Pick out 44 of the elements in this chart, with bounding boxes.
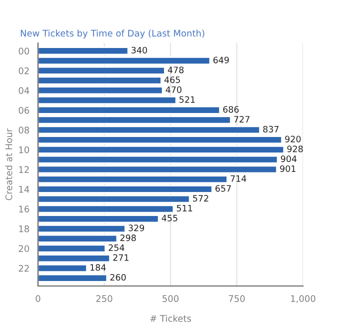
data-label: 478 — [168, 66, 184, 74]
y-tick-label: 18 — [19, 225, 30, 232]
data-label: 254 — [108, 244, 124, 251]
x-tick-label: 0 — [36, 295, 40, 302]
data-label: 329 — [128, 224, 144, 232]
x-tick-label: 500 — [162, 295, 179, 302]
data-label: 260 — [110, 274, 126, 281]
data-label: 901 — [280, 165, 296, 172]
y-tick-label: 12 — [19, 166, 29, 173]
y-tick-label: 22 — [18, 264, 29, 272]
data-label: 649 — [213, 56, 229, 64]
data-label: 465 — [164, 76, 180, 84]
data-label: 340 — [132, 46, 147, 54]
data-label: 511 — [176, 204, 192, 212]
y-tick-label: 20 — [18, 245, 30, 252]
chart-title: New Tickets by Time of Day (Last Month) — [20, 30, 204, 38]
data-label: 657 — [215, 185, 231, 192]
data-label: 837 — [263, 126, 279, 132]
y-tick-label: 16 — [19, 206, 30, 213]
y-axis-title: Created at Hour — [5, 128, 12, 200]
y-tick-label: 10 — [19, 146, 30, 154]
data-label: 727 — [234, 116, 250, 122]
data-label: 928 — [287, 146, 303, 152]
x-axis-title: # Tickets — [150, 314, 191, 322]
y-tick-label: 06 — [18, 106, 30, 114]
data-label: 920 — [285, 136, 301, 142]
data-label: 521 — [180, 96, 195, 103]
data-label: 470 — [166, 86, 182, 93]
data-label: 686 — [223, 106, 239, 113]
x-tick-label: 250 — [96, 295, 112, 302]
y-tick-label: 08 — [18, 126, 30, 134]
y-tick-label: 04 — [18, 87, 30, 94]
x-tick-label: 1,000 — [291, 295, 316, 303]
data-label: 271 — [113, 254, 128, 261]
data-label: 572 — [193, 194, 208, 202]
data-label: 184 — [90, 264, 106, 271]
x-tick-label: 750 — [228, 295, 245, 302]
data-label: 714 — [230, 175, 246, 182]
data-label: 455 — [162, 214, 178, 222]
y-tick-label: 02 — [18, 67, 29, 74]
data-label: 298 — [120, 234, 136, 242]
y-tick-label: 00 — [18, 48, 30, 54]
data-label: 904 — [280, 155, 297, 162]
y-tick-label: 14 — [19, 186, 30, 193]
